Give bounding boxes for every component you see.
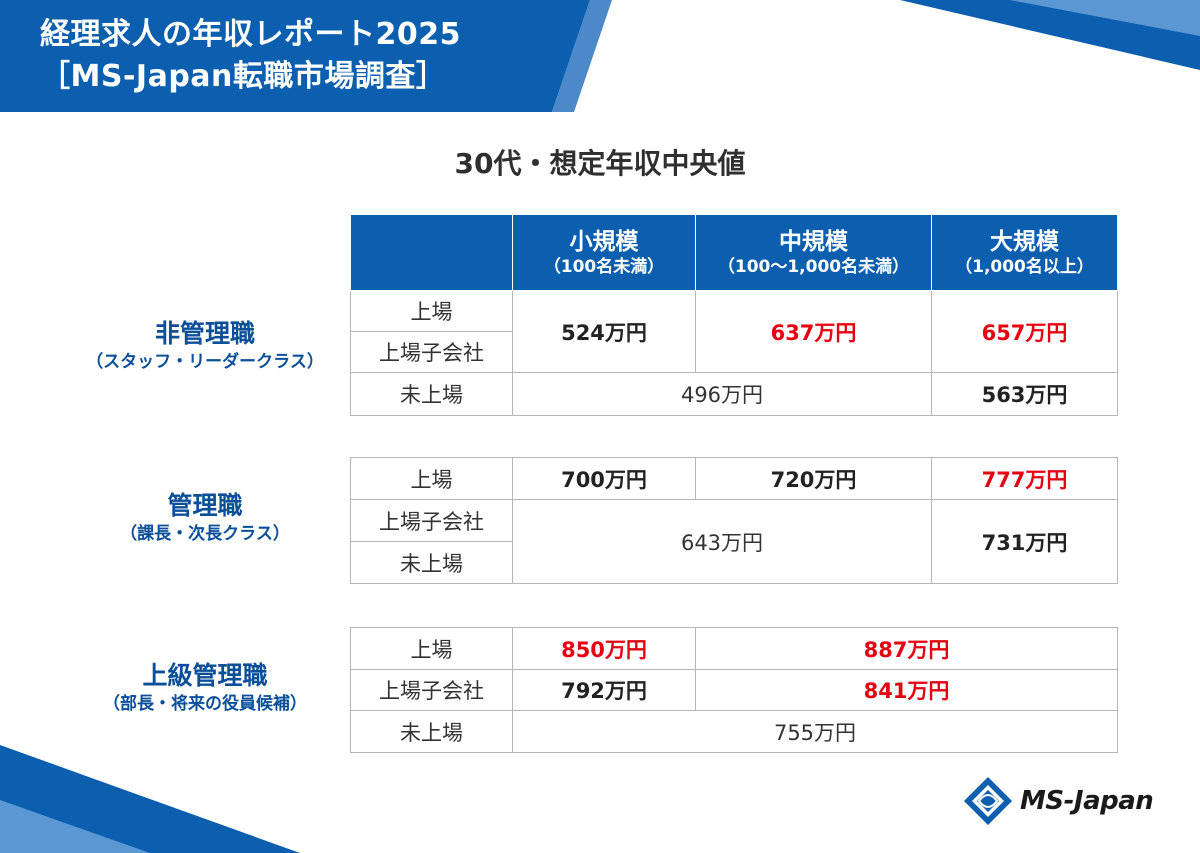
header-banner [0, 0, 590, 112]
table-senior-management: 上場 850万円 887万円 上場子会社 792万円 841万円 未上場 755… [350, 627, 1118, 753]
value-cell: 887万円 [695, 627, 1118, 670]
column-large-sub: （1,000名以上） [955, 256, 1094, 277]
value-cell: 777万円 [931, 457, 1118, 500]
table-row: 未上場 496万円 563万円 [350, 372, 1118, 416]
value-cell: 792万円 [512, 669, 696, 711]
corner-decoration-bottom-light [0, 800, 150, 853]
row-label-unlisted: 未上場 [350, 541, 513, 584]
row-label-subsidiary: 上場子会社 [350, 499, 513, 542]
row-label-unlisted: 未上場 [350, 372, 513, 416]
table-row: 上場 524万円 637万円 657万円 [350, 290, 1118, 373]
row-label-subsidiary: 上場子会社 [350, 331, 513, 373]
category-title: 非管理職 [154, 319, 255, 348]
table-management: 上場 700万円 720万円 777万円 上場子会社 643万円 731万円 未… [350, 457, 1118, 584]
value-cell: 841万円 [695, 669, 1118, 711]
row-label-listed: 上場 [350, 627, 513, 670]
ms-japan-logo-icon [964, 777, 1012, 825]
header-title-line1: 経理求人の年収レポート2025 [40, 17, 461, 52]
category-subtitle: （課長・次長クラス） [120, 524, 290, 544]
value-cell: 524万円 [512, 290, 696, 373]
row-label-listed: 上場 [350, 457, 513, 500]
value-cell: 850万円 [512, 627, 696, 670]
corner-decoration-top-light [1010, 0, 1200, 36]
table-row: 上場 850万円 887万円 [350, 627, 1118, 670]
column-mid-name: 中規模 [779, 228, 848, 255]
header-title-line2: ［MS-Japan転職市場調査］ [40, 59, 447, 94]
column-header-small: 小規模 （100名未満） [512, 214, 696, 291]
value-cell: 755万円 [512, 710, 1118, 753]
category-senior-management: 上級管理職 （部長・将来の役員候補） [60, 660, 350, 716]
header-title: 経理求人の年収レポート2025 ［MS-Japan転職市場調査］ [40, 14, 461, 98]
category-subtitle: （スタッフ・リーダークラス） [86, 352, 324, 372]
table-non-management: 小規模 （100名未満） 中規模 （100～1,000名未満） 大規模 （1,0… [350, 214, 1118, 416]
page-subtitle: 30代・想定年収中央値 [454, 147, 746, 180]
category-management: 管理職 （課長・次長クラス） [60, 490, 350, 546]
column-header-mid: 中規模 （100～1,000名未満） [695, 214, 932, 291]
column-header-large: 大規模 （1,000名以上） [931, 214, 1118, 291]
table-row: 上場子会社 792万円 841万円 [350, 669, 1118, 711]
category-non-management: 非管理職 （スタッフ・リーダークラス） [60, 318, 350, 374]
category-subtitle: （部長・将来の役員候補） [103, 694, 307, 714]
row-label-listed: 上場 [350, 290, 513, 332]
table-header-row: 小規模 （100名未満） 中規模 （100～1,000名未満） 大規模 （1,0… [350, 214, 1118, 291]
logo-text: MS-Japan [1020, 786, 1154, 816]
column-small-name: 小規模 [569, 228, 639, 255]
table-row: 上場 700万円 720万円 777万円 [350, 457, 1118, 500]
value-cell: 563万円 [931, 372, 1118, 416]
header-banner-stripe [552, 0, 612, 112]
row-label-subsidiary: 上場子会社 [350, 669, 513, 711]
category-title: 管理職 [167, 491, 243, 520]
value-cell: 643万円 [512, 499, 932, 584]
table-row: 未上場 755万円 [350, 710, 1118, 753]
column-mid-sub: （100～1,000名未満） [717, 256, 910, 277]
corner-decoration-bottom [0, 745, 300, 853]
value-cell: 496万円 [512, 372, 932, 416]
value-cell: 720万円 [695, 457, 932, 500]
category-title: 上級管理職 [142, 661, 268, 690]
ms-japan-logo: MS-Japan [962, 775, 1154, 827]
column-small-sub: （100名未満） [543, 256, 665, 277]
header-empty-cell [350, 214, 513, 291]
value-cell: 657万円 [931, 290, 1118, 373]
table-row: 未上場 [350, 541, 1118, 584]
table-row: 上場子会社 [350, 331, 1118, 373]
table-row: 上場子会社 643万円 731万円 [350, 499, 1118, 584]
column-large-name: 大規模 [990, 228, 1059, 255]
value-cell: 700万円 [512, 457, 696, 500]
value-cell: 637万円 [695, 290, 932, 373]
row-label-unlisted: 未上場 [350, 710, 513, 753]
value-cell: 731万円 [931, 499, 1118, 584]
